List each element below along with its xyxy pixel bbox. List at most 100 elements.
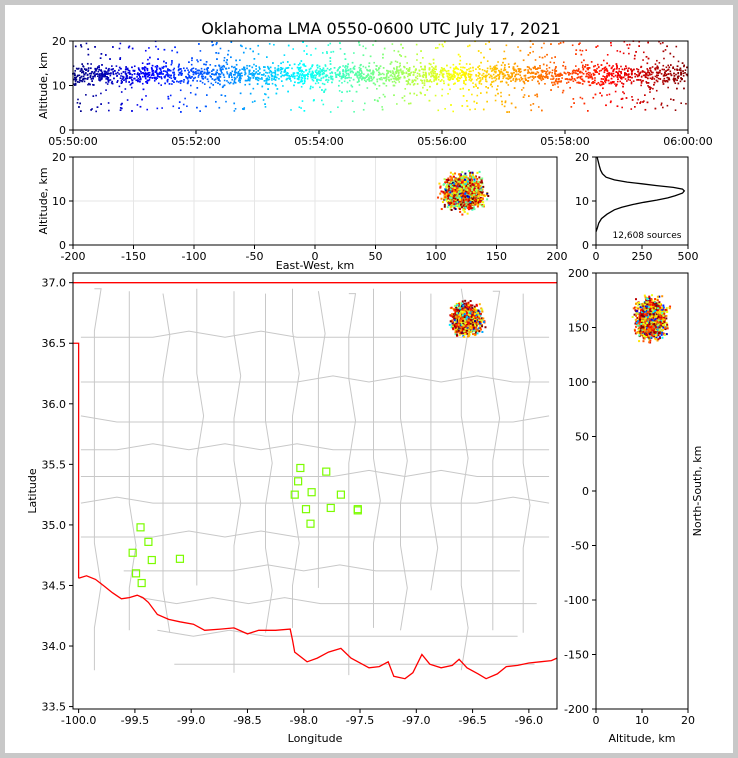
time-source-point xyxy=(665,70,667,72)
time-source-point xyxy=(131,66,133,69)
time-source-point xyxy=(265,82,267,85)
time-source-point xyxy=(324,65,327,67)
time-source-point xyxy=(169,69,172,72)
ew-source-point xyxy=(443,203,446,206)
time-source-point xyxy=(655,79,658,82)
time-source-point xyxy=(186,78,189,80)
time-source-point xyxy=(223,76,226,79)
time-source-point xyxy=(294,75,296,78)
time-source-point xyxy=(586,75,588,77)
time-source-point xyxy=(677,77,679,79)
time-source-point xyxy=(421,75,424,77)
time-source-point xyxy=(568,73,570,76)
time-source-point xyxy=(362,65,365,68)
time-source-point xyxy=(348,76,351,79)
time-source-point xyxy=(579,96,582,99)
time-source-point xyxy=(204,105,207,108)
time-source-point xyxy=(128,71,131,74)
time-source-point xyxy=(316,72,318,75)
time-source-point xyxy=(619,50,622,53)
time-source-point xyxy=(626,44,628,46)
time-source-point xyxy=(644,94,646,97)
time-source-point xyxy=(88,72,91,75)
time-source-point xyxy=(252,74,255,77)
time-source-point xyxy=(352,78,355,81)
time-source-point xyxy=(306,74,308,76)
time-source-point xyxy=(234,66,236,68)
time-source-point xyxy=(80,75,83,78)
time-source-point xyxy=(256,76,259,79)
time-source-point xyxy=(233,81,236,84)
time-source-point xyxy=(215,100,217,103)
time-source-point xyxy=(311,64,314,66)
time-source-point xyxy=(407,80,409,83)
time-source-point xyxy=(269,66,272,69)
time-source-point xyxy=(467,45,469,48)
time-source-point xyxy=(144,75,146,78)
time-source-point xyxy=(476,102,478,104)
time-source-point xyxy=(153,80,156,82)
time-source-point xyxy=(133,77,135,80)
time-source-point xyxy=(567,81,570,83)
time-source-point xyxy=(644,76,647,79)
time-source-point xyxy=(421,79,423,82)
time-source-point xyxy=(612,68,615,71)
time-source-point xyxy=(609,101,612,104)
time-source-point xyxy=(303,64,305,67)
time-source-point xyxy=(171,60,173,62)
time-source-point xyxy=(604,76,606,78)
time-source-point xyxy=(300,107,302,109)
time-source-point xyxy=(685,102,687,105)
time-source-point xyxy=(481,74,483,77)
time-source-point xyxy=(74,78,77,81)
time-source-point xyxy=(450,73,452,76)
time-source-point xyxy=(259,72,261,74)
time-source-point xyxy=(611,66,613,69)
time-source-point xyxy=(202,75,204,78)
time-source-point xyxy=(186,105,188,108)
time-source-point xyxy=(560,80,562,83)
time-source-point xyxy=(607,73,610,76)
time-tick-label: 05:56:00 xyxy=(417,135,466,148)
time-source-point xyxy=(217,52,220,55)
time-source-point xyxy=(498,77,500,79)
time-source-point xyxy=(321,89,323,91)
time-source-point xyxy=(534,72,537,75)
time-source-point xyxy=(165,62,167,64)
time-source-point xyxy=(416,59,418,61)
time-source-point xyxy=(637,68,640,71)
time-source-point xyxy=(342,69,344,71)
time-source-point xyxy=(182,81,185,83)
time-source-point xyxy=(622,76,625,79)
time-source-point xyxy=(664,74,666,77)
time-source-point xyxy=(137,77,140,80)
time-source-point xyxy=(571,72,574,75)
time-source-point xyxy=(298,76,300,78)
time-source-point xyxy=(258,66,261,68)
time-source-point xyxy=(266,72,269,74)
time-source-point xyxy=(73,72,76,75)
time-source-point xyxy=(617,72,619,75)
time-source-point xyxy=(234,78,236,81)
time-source-point xyxy=(303,79,306,81)
time-source-point xyxy=(495,64,498,67)
time-source-point xyxy=(96,73,98,75)
time-source-point xyxy=(241,74,243,77)
time-source-point xyxy=(141,68,144,70)
time-source-point xyxy=(630,82,633,85)
time-source-point xyxy=(680,69,682,72)
time-source-point xyxy=(322,103,325,106)
time-source-point xyxy=(654,107,657,110)
time-source-point xyxy=(494,76,496,79)
time-source-point xyxy=(364,47,367,50)
time-source-point xyxy=(465,71,467,74)
time-source-point xyxy=(403,76,406,79)
time-source-point xyxy=(679,80,682,83)
time-source-point xyxy=(75,78,78,81)
time-source-point xyxy=(504,57,507,60)
time-source-point xyxy=(174,46,176,49)
time-source-point xyxy=(484,76,487,79)
time-source-point xyxy=(84,73,86,76)
time-source-point xyxy=(346,67,349,69)
time-source-point xyxy=(85,72,87,74)
